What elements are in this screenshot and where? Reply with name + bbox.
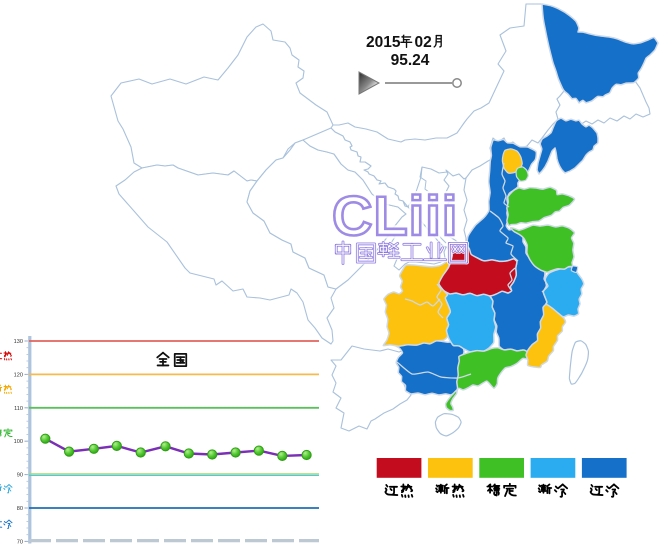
svg-text:110: 110 [14, 406, 23, 412]
svg-text:95.24: 95.24 [391, 52, 430, 69]
svg-text:02: 02 [415, 34, 432, 51]
svg-text:120: 120 [14, 372, 23, 378]
svg-text:CLiii: CLiii [332, 184, 458, 247]
svg-text:70: 70 [17, 539, 23, 545]
svg-text:130: 130 [14, 339, 23, 345]
svg-text:100: 100 [14, 439, 23, 445]
svg-text:2015: 2015 [366, 34, 401, 51]
svg-text:80: 80 [17, 506, 23, 512]
svg-text:CLiii: CLiii [332, 184, 458, 247]
svg-text:90: 90 [17, 473, 23, 479]
